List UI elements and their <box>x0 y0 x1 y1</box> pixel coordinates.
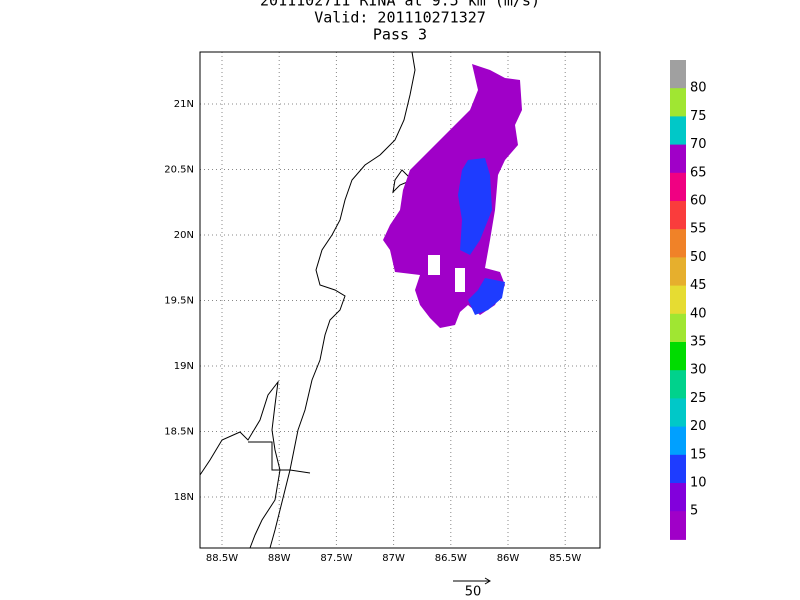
lon-label: 85.5W <box>549 553 581 564</box>
colorbar-swatch <box>670 426 686 456</box>
lat-label: 18N <box>174 492 194 503</box>
colorbar-swatch <box>670 342 686 371</box>
lat-label: 21N <box>174 99 194 110</box>
colorbar-swatch <box>670 60 686 89</box>
colorbar-swatch <box>670 483 686 512</box>
colorbar-label: 15 <box>690 447 707 462</box>
lat-label: 20.5N <box>164 165 194 176</box>
lat-label: 20N <box>174 230 194 241</box>
colorbar-swatch <box>670 370 686 399</box>
reference-label: 50 <box>465 585 482 600</box>
plot-frame <box>199 51 601 549</box>
colorbar-swatch <box>670 398 686 428</box>
colorbar-label: 50 <box>690 250 707 265</box>
colorbar-swatch <box>670 285 686 315</box>
wind-gap <box>428 255 440 275</box>
colorbar-label: 5 <box>690 504 698 519</box>
colorbar-swatch <box>670 172 686 202</box>
colorbar-label: 30 <box>690 363 707 378</box>
colorbar-label: 20 <box>690 419 707 434</box>
lat-label: 19N <box>174 361 194 372</box>
colorbar-label: 10 <box>690 476 707 491</box>
title-line: 2011102711 RINA at 9.5 km (m/s) <box>260 0 540 10</box>
colorbar-swatch <box>670 511 686 540</box>
colorbar-swatch <box>670 313 686 343</box>
lon-label: 86.5W <box>435 553 467 564</box>
colorbar-label: 70 <box>690 137 707 152</box>
colorbar-label: 45 <box>690 278 707 293</box>
colorbar-swatch <box>670 201 686 230</box>
colorbar-label: 35 <box>690 335 707 350</box>
wind-region <box>468 278 505 315</box>
colorbar-label: 80 <box>690 81 707 96</box>
colorbar-swatch <box>670 229 686 258</box>
colorbar-label: 65 <box>690 165 707 180</box>
wind-field <box>383 64 522 328</box>
colorbar-swatch <box>670 116 686 146</box>
wind-region <box>458 158 492 255</box>
lat-label: 18.5N <box>164 427 194 438</box>
colorbar-label: 55 <box>690 222 707 237</box>
lon-label: 87.5W <box>320 553 352 564</box>
lon-label: 88W <box>268 553 291 564</box>
colorbar-label: 25 <box>690 391 707 406</box>
title-line: Pass 3 <box>373 26 427 44</box>
colorbar-swatch <box>670 144 686 174</box>
colorbar-swatch <box>670 454 686 484</box>
colorbar-label: 60 <box>690 194 707 209</box>
lat-label: 19.5N <box>164 296 194 307</box>
colorbar-label: 40 <box>690 306 707 321</box>
reference-arrowhead <box>484 577 491 585</box>
colorbar-swatch <box>670 88 686 117</box>
lon-label: 86W <box>497 553 520 564</box>
colorbar-label: 75 <box>690 109 707 124</box>
title-line: Valid: 201110271327 <box>314 9 486 27</box>
lon-label: 88.5W <box>206 553 238 564</box>
coastline <box>199 51 416 549</box>
wind-region <box>383 64 522 328</box>
lon-label: 87W <box>382 553 405 564</box>
wind-gap <box>455 268 465 292</box>
colorbar-swatch <box>670 257 686 287</box>
